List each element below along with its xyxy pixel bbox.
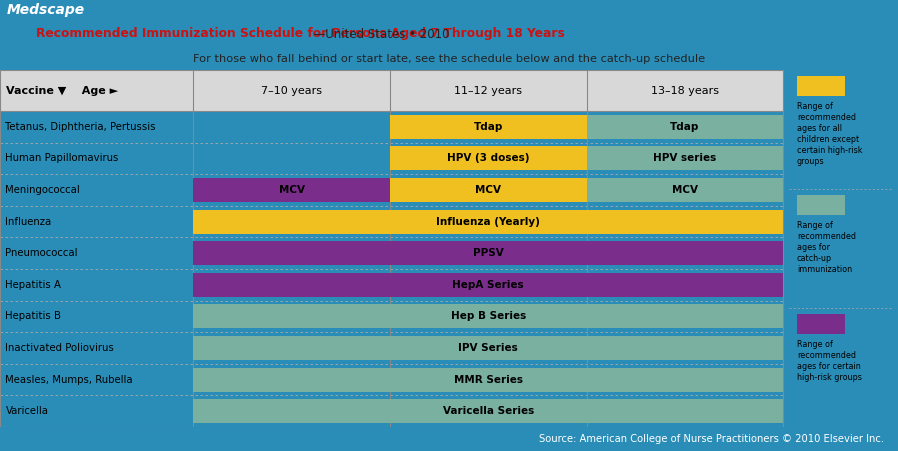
Bar — [193, 273, 783, 297]
Text: HPV series: HPV series — [653, 153, 717, 163]
Text: Pneumococcal: Pneumococcal — [5, 248, 78, 258]
Bar — [193, 210, 783, 234]
Bar — [193, 336, 783, 360]
Bar — [586, 147, 783, 170]
Text: Tdap: Tdap — [670, 122, 700, 132]
Text: Influenza: Influenza — [5, 216, 52, 227]
Bar — [390, 178, 586, 202]
Bar — [193, 399, 783, 423]
Text: Hep B Series: Hep B Series — [451, 312, 526, 322]
Text: HepA Series: HepA Series — [453, 280, 524, 290]
Text: Measles, Mumps, Rubella: Measles, Mumps, Rubella — [5, 375, 133, 385]
Text: MCV: MCV — [475, 185, 501, 195]
Text: Meningococcal: Meningococcal — [5, 185, 80, 195]
Text: Inactivated Poliovirus: Inactivated Poliovirus — [5, 343, 114, 353]
Text: HPV (3 doses): HPV (3 doses) — [447, 153, 530, 163]
Text: For those who fall behind or start late, see the schedule below and the catch-up: For those who fall behind or start late,… — [193, 54, 705, 64]
Text: Influenza (Yearly): Influenza (Yearly) — [436, 216, 541, 227]
Text: Tdap: Tdap — [473, 122, 503, 132]
Bar — [193, 178, 390, 202]
Bar — [390, 115, 586, 139]
Text: 13–18 years: 13–18 years — [651, 86, 718, 96]
Bar — [193, 241, 783, 265]
Bar — [0, 70, 783, 111]
Text: Range of
recommended
ages for
catch-up
immunization: Range of recommended ages for catch-up i… — [797, 221, 856, 274]
Text: MCV: MCV — [278, 185, 304, 195]
Text: Medscape: Medscape — [7, 3, 85, 17]
Text: Human Papillomavirus: Human Papillomavirus — [5, 153, 119, 163]
Text: —United States • 2010: —United States • 2010 — [36, 28, 449, 41]
Bar — [797, 76, 845, 96]
Bar — [390, 147, 586, 170]
Text: IPV Series: IPV Series — [458, 343, 518, 353]
Text: Varicella: Varicella — [5, 406, 48, 416]
Text: Range of
recommended
ages for all
children except
certain high-risk
groups: Range of recommended ages for all childr… — [797, 101, 862, 166]
Text: Varicella Series: Varicella Series — [443, 406, 533, 416]
Text: Recommended Immunization Schedule for Persons Aged 7 Through 18 Years: Recommended Immunization Schedule for Pe… — [36, 28, 565, 41]
Bar — [797, 314, 845, 334]
Text: Source: American College of Nurse Practitioners © 2010 Elsevier Inc.: Source: American College of Nurse Practi… — [540, 434, 885, 444]
Text: PPSV: PPSV — [473, 248, 504, 258]
Text: MCV: MCV — [672, 185, 698, 195]
Text: MMR Series: MMR Series — [453, 375, 523, 385]
Text: Vaccine ▼    Age ►: Vaccine ▼ Age ► — [6, 86, 119, 96]
Text: 11–12 years: 11–12 years — [454, 86, 523, 96]
Text: Hepatitis B: Hepatitis B — [5, 312, 61, 322]
Bar — [586, 115, 783, 139]
Text: 7–10 years: 7–10 years — [261, 86, 322, 96]
Text: Hepatitis A: Hepatitis A — [5, 280, 61, 290]
Text: Range of
recommended
ages for certain
high-risk groups: Range of recommended ages for certain hi… — [797, 340, 862, 382]
Bar — [193, 368, 783, 391]
Bar — [797, 195, 845, 215]
Text: Tetanus, Diphtheria, Pertussis: Tetanus, Diphtheria, Pertussis — [5, 122, 156, 132]
Bar — [586, 178, 783, 202]
Bar — [193, 304, 783, 328]
